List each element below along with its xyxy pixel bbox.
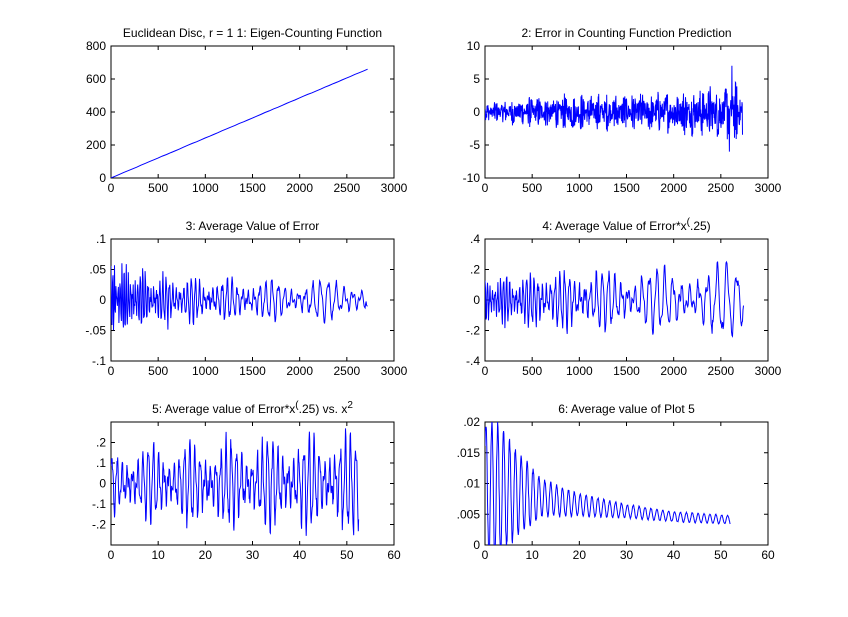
x-tick-label: 2500: [333, 181, 360, 195]
plot-area: [484, 238, 769, 362]
x-tick-label: 2500: [707, 364, 734, 378]
subplot-2: 2: Error in Counting Function Prediction…: [463, 26, 782, 195]
x-tick-label: 1000: [566, 181, 593, 195]
x-tick-label: 50: [340, 548, 354, 562]
series-line: [111, 428, 360, 536]
y-tick-label: 0: [473, 538, 480, 552]
y-tick-label: 600: [86, 72, 106, 86]
x-tick-label: 3000: [381, 181, 408, 195]
x-tick-label: 3000: [755, 181, 782, 195]
x-tick-label: 500: [148, 181, 168, 195]
x-tick-label: 30: [620, 548, 634, 562]
x-tick-label: 500: [148, 364, 168, 378]
x-tick-label: 0: [108, 548, 115, 562]
subplot-1: Euclidean Disc, r = 1 1: Eigen-Counting …: [86, 26, 408, 195]
series-line: [485, 260, 744, 338]
x-tick-label: 2500: [333, 364, 360, 378]
y-tick-label: 800: [86, 39, 106, 53]
y-tick-label: 0: [473, 293, 480, 307]
y-tick-label: -.1: [92, 354, 106, 368]
y-tick-label: .1: [96, 232, 106, 246]
y-tick-label: 0: [99, 477, 106, 491]
x-tick-label: 30: [246, 548, 260, 562]
subplot-6: 6: Average value of Plot 5 0 10 20 30 40 50 60 0…: [457, 402, 775, 562]
x-tick-label: 60: [761, 548, 775, 562]
y-tick-label: -10: [463, 171, 481, 185]
plot-area: [484, 421, 769, 546]
plot-area: [110, 45, 395, 179]
x-tick-label: 0: [108, 181, 115, 195]
chart-title: Euclidean Disc, r = 1 1: Eigen-Counting …: [123, 26, 382, 40]
x-tick-label: 1500: [613, 364, 640, 378]
x-tick-label: 20: [199, 548, 213, 562]
x-tick-label: 2000: [286, 181, 313, 195]
y-tick-label: .015: [457, 446, 481, 460]
x-tick-label: 1500: [239, 181, 266, 195]
x-tick-label: 40: [667, 548, 681, 562]
x-tick-label: 50: [714, 548, 728, 562]
subplot-3: 3: Average Value of Error 0 500 1000 1500 200…: [85, 219, 407, 378]
y-tick-label: -.2: [92, 518, 106, 532]
chart-title: 3: Average Value of Error: [186, 219, 320, 233]
x-tick-label: 0: [482, 364, 489, 378]
x-tick-label: 60: [387, 548, 401, 562]
x-tick-label: 1000: [192, 181, 219, 195]
y-tick-label: .02: [463, 415, 480, 429]
subplot-4: 4: Average Value of Error*x(.25) 0 500 1000…: [466, 217, 782, 379]
x-tick-label: 10: [525, 548, 539, 562]
x-tick-label: 2500: [707, 181, 734, 195]
x-tick-label: 500: [522, 364, 542, 378]
y-tick-label: -.2: [466, 324, 480, 338]
y-tick-label: .4: [470, 232, 480, 246]
y-tick-label: .01: [463, 477, 480, 491]
y-tick-label: .1: [96, 456, 106, 470]
y-tick-label: 400: [86, 105, 106, 119]
x-tick-label: 1500: [613, 181, 640, 195]
y-tick-label: 10: [467, 39, 481, 53]
x-tick-label: 0: [108, 364, 115, 378]
y-tick-label: 5: [473, 72, 480, 86]
x-tick-label: 10: [151, 548, 165, 562]
x-tick-label: 1000: [566, 364, 593, 378]
y-tick-label: -.05: [85, 324, 106, 338]
y-tick-label: -.1: [92, 497, 106, 511]
y-tick-label: -5: [469, 138, 480, 152]
y-tick-label: .2: [96, 436, 106, 450]
series-line: [485, 422, 731, 545]
y-tick-label: 0: [99, 171, 106, 185]
x-tick-label: 0: [482, 548, 489, 562]
subplot-5: 5: Average value of Error*x(.25) vs. x2 0…: [92, 400, 401, 563]
y-tick-label: .05: [89, 263, 106, 277]
y-tick-label: .2: [470, 263, 480, 277]
series-line: [485, 65, 743, 152]
y-tick-label: 200: [86, 138, 106, 152]
x-tick-label: 2000: [286, 364, 313, 378]
y-tick-label: -.4: [466, 354, 480, 368]
chart-title: 2: Error in Counting Function Prediction: [521, 26, 731, 40]
y-tick-label: 0: [99, 293, 106, 307]
x-tick-label: 2000: [660, 181, 687, 195]
chart-title: 4: Average Value of Error*x(.25): [542, 217, 710, 234]
x-tick-label: 20: [573, 548, 587, 562]
x-tick-label: 0: [482, 181, 489, 195]
x-tick-label: 40: [293, 548, 307, 562]
x-tick-label: 1000: [192, 364, 219, 378]
x-tick-label: 1500: [239, 364, 266, 378]
x-tick-label: 500: [522, 181, 542, 195]
chart-title: 6: Average value of Plot 5: [558, 402, 695, 416]
x-tick-label: 3000: [755, 364, 782, 378]
y-tick-label: 0: [473, 105, 480, 119]
x-tick-label: 3000: [381, 364, 408, 378]
y-tick-label: .005: [457, 507, 481, 521]
series-line: [111, 68, 368, 178]
x-tick-label: 2000: [660, 364, 687, 378]
series-line: [111, 263, 368, 331]
chart-title: 5: Average value of Error*x(.25) vs. x2: [152, 400, 353, 417]
